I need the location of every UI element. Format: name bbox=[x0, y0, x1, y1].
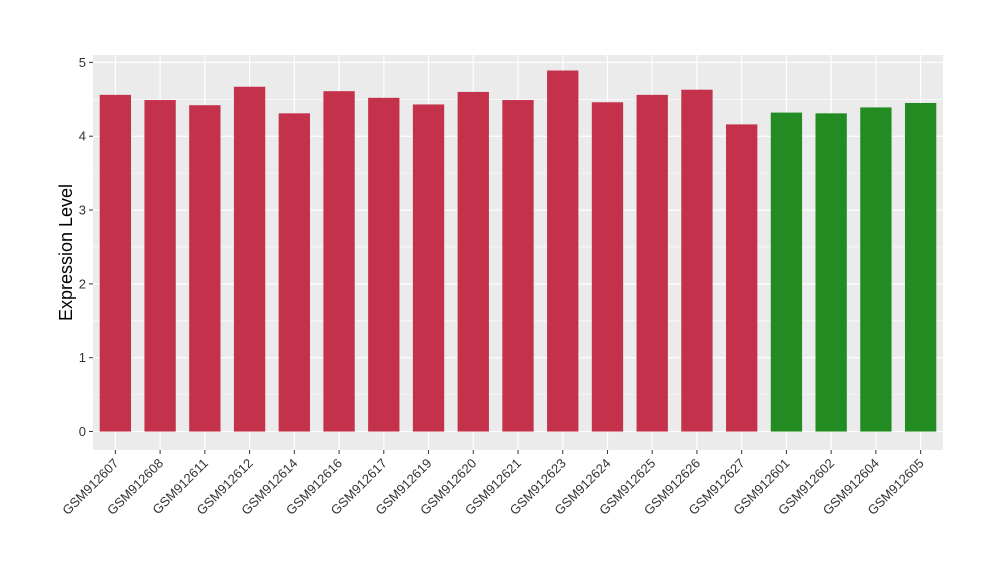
y-tick-label: 2 bbox=[79, 276, 86, 291]
bar bbox=[681, 89, 713, 432]
bar bbox=[412, 104, 445, 432]
bar bbox=[547, 70, 579, 432]
bar bbox=[904, 102, 937, 432]
y-tick-label: 4 bbox=[79, 129, 86, 144]
bar bbox=[502, 100, 534, 432]
bar bbox=[457, 91, 489, 432]
bar bbox=[189, 105, 221, 432]
bar bbox=[636, 94, 668, 432]
y-tick-label: 1 bbox=[79, 350, 86, 365]
bar bbox=[726, 124, 758, 432]
x-axis: GSM912607GSM912608GSM912611GSM912612GSM9… bbox=[59, 450, 927, 518]
bar bbox=[99, 94, 132, 432]
bar bbox=[278, 113, 310, 432]
y-axis-title: Expression Level bbox=[56, 184, 76, 321]
y-tick-label: 0 bbox=[79, 424, 86, 439]
bar bbox=[323, 91, 355, 432]
bar bbox=[770, 112, 803, 432]
bar bbox=[368, 97, 400, 432]
bar bbox=[860, 107, 892, 432]
y-axis: 0 1 2 3 4 5 bbox=[79, 55, 93, 439]
bar bbox=[233, 86, 266, 432]
y-tick-label: 3 bbox=[79, 203, 86, 218]
bars bbox=[99, 70, 937, 432]
bar bbox=[591, 102, 624, 432]
y-tick-label: 5 bbox=[79, 55, 86, 70]
bar bbox=[815, 113, 847, 432]
bar bbox=[144, 100, 176, 432]
